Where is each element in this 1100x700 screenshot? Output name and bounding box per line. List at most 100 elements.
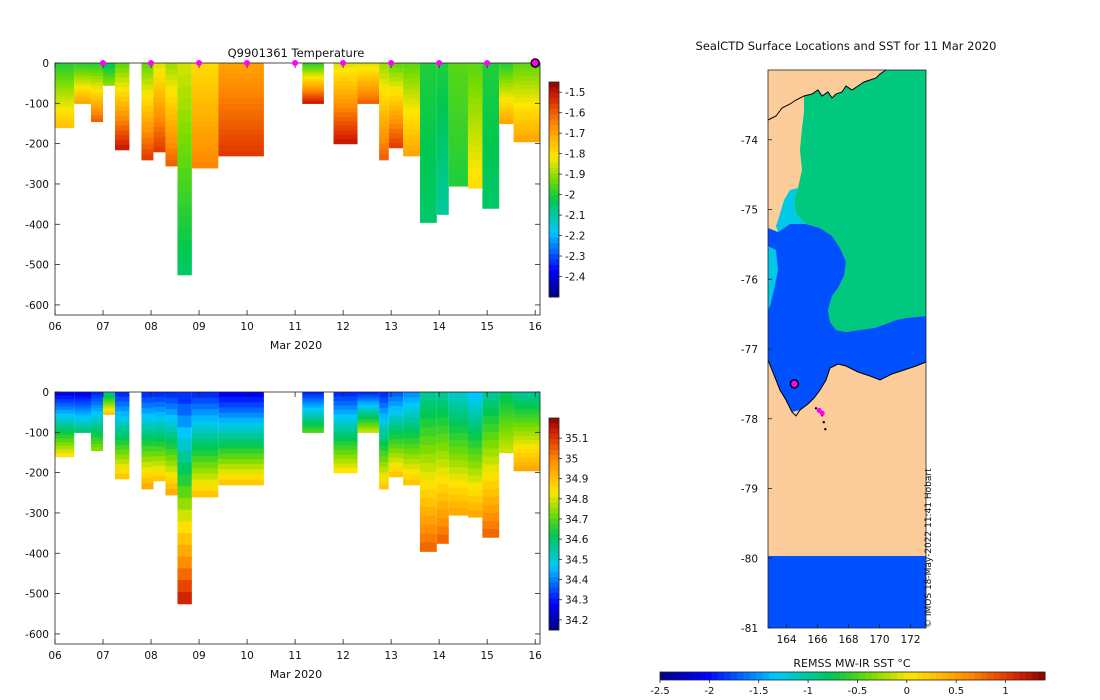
profile-cell	[115, 449, 130, 456]
profile-cell	[55, 409, 75, 415]
profile-cell	[191, 421, 219, 428]
profile-cell	[513, 405, 540, 411]
track-point	[814, 407, 818, 410]
profile-cell	[448, 446, 468, 455]
profile-cell	[419, 524, 437, 535]
sst-colorbar-tick-label: 0	[904, 686, 910, 697]
profile-cell	[165, 489, 178, 496]
profile-cell	[55, 66, 75, 71]
profile-cell	[103, 393, 116, 396]
profile-cell	[467, 454, 483, 463]
profile-cell	[436, 501, 449, 511]
profile-cell	[379, 89, 389, 96]
profile-cell	[91, 105, 104, 110]
profile-cell	[467, 104, 483, 113]
profile-cell	[499, 96, 514, 101]
profile-cell	[482, 159, 500, 169]
colorbar-swatch	[549, 194, 559, 201]
profile-cell	[177, 98, 192, 111]
profile-cell	[467, 146, 483, 154]
profile-cell	[191, 467, 219, 475]
profile-cell	[141, 467, 154, 474]
profile-cell	[448, 487, 468, 496]
profile-cell	[302, 63, 324, 66]
profile-cell	[357, 396, 380, 400]
profile-cell	[448, 83, 468, 91]
sst-colorbar-swatch	[679, 672, 687, 680]
profile-cell	[302, 427, 324, 431]
sst-colorbar-swatch	[968, 672, 975, 680]
profile-cell	[55, 424, 75, 429]
sst-colorbar-swatch	[775, 672, 783, 680]
profile-cell	[403, 469, 420, 476]
profile-cell	[103, 409, 116, 412]
profile-cell	[91, 75, 104, 80]
profile-cell	[115, 435, 130, 441]
profile-cell	[513, 466, 540, 472]
profile-cell	[165, 148, 178, 155]
profile-cell	[467, 153, 483, 161]
profile-cell	[177, 168, 192, 182]
profile-cell	[177, 74, 192, 88]
colorbar-tick-label: -2.2	[565, 231, 586, 243]
profile-cell	[513, 106, 540, 112]
temperature-x-label: Mar 2020	[270, 339, 322, 352]
profile-cell	[379, 440, 389, 447]
profile-cell	[467, 63, 483, 71]
profile-cell	[103, 77, 116, 80]
colorbar-tick-label: -2.3	[565, 251, 586, 263]
profile-cell	[55, 417, 75, 422]
profile-cell	[357, 394, 380, 398]
profile-cell	[482, 143, 500, 153]
sst-map-panel: SealCTD Surface Locations and SST for 11…	[650, 39, 1046, 697]
sst-colorbar-swatch	[685, 672, 693, 680]
profile-cell	[448, 398, 468, 407]
profile-cell	[403, 474, 420, 481]
seal-surface-location	[819, 410, 825, 416]
profile-cell	[419, 507, 437, 517]
profile-cell	[74, 392, 92, 395]
profile-cell	[388, 105, 404, 111]
sst-colorbar-swatch	[660, 672, 667, 680]
profile-cell	[55, 438, 75, 443]
profile-cell	[333, 445, 358, 451]
profile-cell	[513, 115, 540, 121]
profile-cell	[436, 459, 449, 469]
profile-cell	[91, 404, 104, 409]
profile-cell	[177, 533, 192, 546]
profile-cell	[55, 95, 75, 100]
profile-cell	[177, 497, 192, 511]
profile-cell	[55, 80, 75, 86]
profile-cell	[141, 122, 154, 129]
profile-cell	[55, 402, 75, 407]
profile-cell	[191, 461, 219, 469]
profile-cell	[333, 139, 358, 145]
profile-cell	[419, 133, 437, 144]
profile-cell	[403, 417, 420, 424]
profile-cell	[357, 76, 380, 80]
colorbar-tick-label: -1.7	[565, 128, 586, 140]
profile-cell	[74, 412, 92, 415]
temperature-y-ticks: 0 -100 -200 -300 -400 -500 -600	[25, 58, 540, 312]
profile-cell	[91, 85, 104, 90]
profile-cell	[74, 74, 92, 78]
profile-cell	[91, 392, 104, 396]
profile-cell	[302, 69, 324, 73]
map-y-tick-label: -79	[741, 484, 758, 496]
profile-cell	[141, 149, 154, 155]
profile-cell	[191, 63, 219, 70]
sst-colorbar-swatch	[788, 672, 796, 680]
profile-cell	[74, 427, 92, 431]
profile-cell	[191, 80, 219, 87]
profile-cell	[74, 394, 92, 398]
profile-cell	[153, 82, 166, 89]
profile-cell	[388, 415, 404, 421]
profile-cell	[91, 66, 104, 71]
profile-cell	[419, 107, 437, 117]
profile-cell	[74, 403, 92, 407]
profile-cell	[141, 138, 154, 145]
profile-cell	[436, 180, 449, 190]
profile-cell	[467, 419, 483, 428]
profile-cell	[448, 63, 468, 71]
profile-cell	[419, 63, 437, 73]
